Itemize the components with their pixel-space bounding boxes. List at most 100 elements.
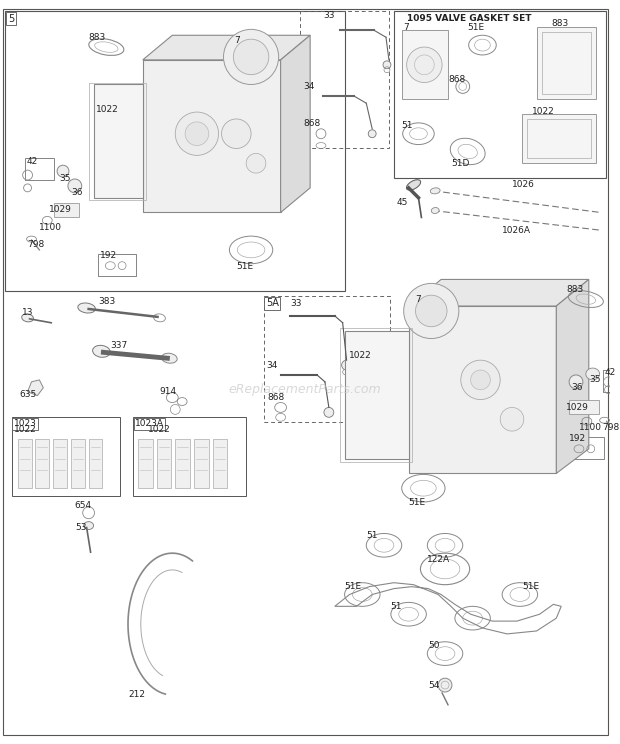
Text: 1026A: 1026A — [502, 225, 531, 234]
Text: 1029: 1029 — [566, 403, 589, 412]
Ellipse shape — [407, 180, 420, 190]
Text: 36: 36 — [71, 188, 82, 197]
Text: 51: 51 — [366, 531, 378, 540]
Polygon shape — [27, 380, 43, 396]
Text: 1100: 1100 — [579, 423, 602, 432]
Bar — [35, 439, 49, 488]
Polygon shape — [143, 35, 310, 60]
Text: 883: 883 — [551, 19, 569, 28]
Text: 1022: 1022 — [532, 106, 554, 115]
Bar — [175, 439, 190, 488]
Text: 868: 868 — [448, 75, 465, 84]
Text: 51E: 51E — [467, 23, 485, 32]
Text: 34: 34 — [266, 361, 277, 370]
Text: 883: 883 — [566, 285, 583, 294]
Text: 50: 50 — [428, 641, 440, 650]
Ellipse shape — [432, 208, 439, 214]
Polygon shape — [569, 400, 599, 414]
Text: 122A: 122A — [427, 554, 451, 563]
Ellipse shape — [383, 61, 391, 68]
Ellipse shape — [438, 679, 452, 692]
Bar — [71, 439, 85, 488]
Text: 1022: 1022 — [148, 425, 171, 434]
Text: 383: 383 — [99, 297, 116, 306]
Bar — [89, 439, 102, 488]
Text: 1022: 1022 — [348, 350, 371, 360]
Text: 51: 51 — [402, 121, 413, 130]
Polygon shape — [556, 280, 589, 473]
Polygon shape — [409, 306, 556, 473]
Circle shape — [404, 283, 459, 339]
Text: 13: 13 — [22, 309, 33, 318]
Bar — [5, 10, 345, 291]
Text: 798: 798 — [603, 423, 620, 432]
Circle shape — [221, 119, 251, 149]
Text: 868: 868 — [268, 393, 285, 402]
Bar — [18, 439, 32, 488]
Text: 35: 35 — [59, 173, 71, 182]
Bar — [157, 439, 171, 488]
Polygon shape — [54, 202, 79, 217]
Text: 36: 36 — [571, 383, 583, 392]
Bar — [133, 417, 246, 496]
Bar — [12, 417, 120, 496]
Ellipse shape — [586, 368, 600, 380]
Bar — [53, 439, 67, 488]
Text: 654: 654 — [75, 501, 92, 510]
Text: 34: 34 — [303, 82, 314, 91]
Ellipse shape — [162, 353, 177, 363]
Text: 1026: 1026 — [512, 181, 535, 190]
Text: 337: 337 — [110, 341, 128, 350]
Text: 1022: 1022 — [95, 105, 118, 114]
Ellipse shape — [68, 179, 82, 193]
Ellipse shape — [342, 360, 352, 370]
Bar — [300, 10, 389, 149]
Bar — [138, 439, 153, 488]
Circle shape — [185, 122, 209, 146]
Circle shape — [415, 295, 447, 327]
Text: 798: 798 — [27, 240, 45, 248]
Text: 883: 883 — [89, 33, 106, 42]
Circle shape — [246, 153, 266, 173]
Text: 1023: 1023 — [14, 420, 37, 429]
Bar — [566, 437, 603, 458]
Text: 45: 45 — [397, 198, 408, 207]
Bar — [264, 296, 390, 422]
Circle shape — [471, 370, 490, 390]
Circle shape — [500, 408, 524, 431]
Bar — [603, 370, 620, 391]
Polygon shape — [94, 85, 143, 198]
Text: 1029: 1029 — [49, 205, 72, 214]
Text: 868: 868 — [303, 119, 321, 129]
Text: 1100: 1100 — [40, 222, 63, 232]
Text: 5A: 5A — [266, 298, 279, 308]
Text: 5: 5 — [8, 13, 14, 24]
Ellipse shape — [22, 314, 33, 322]
Polygon shape — [281, 35, 310, 213]
Text: 1023A: 1023A — [135, 420, 164, 429]
Circle shape — [233, 39, 269, 74]
Text: 54: 54 — [428, 681, 440, 690]
Text: 51E: 51E — [409, 498, 426, 507]
Ellipse shape — [569, 375, 583, 388]
Text: 7: 7 — [404, 23, 409, 32]
Bar — [194, 439, 209, 488]
Ellipse shape — [57, 165, 69, 177]
Circle shape — [223, 29, 278, 85]
Polygon shape — [345, 330, 409, 458]
Text: 7: 7 — [234, 36, 240, 45]
Text: 51E: 51E — [345, 582, 361, 591]
Bar — [394, 10, 606, 178]
Ellipse shape — [84, 522, 94, 530]
Ellipse shape — [368, 129, 376, 138]
Text: 53: 53 — [75, 523, 86, 532]
Text: 914: 914 — [159, 387, 177, 397]
Text: 212: 212 — [128, 690, 145, 699]
Text: eReplacementParts.com: eReplacementParts.com — [229, 383, 381, 397]
Text: 51E: 51E — [522, 582, 539, 591]
Text: 42: 42 — [604, 368, 616, 376]
Ellipse shape — [78, 303, 95, 313]
Text: 33: 33 — [323, 11, 334, 20]
Text: 51D: 51D — [451, 158, 469, 167]
Polygon shape — [402, 31, 448, 99]
